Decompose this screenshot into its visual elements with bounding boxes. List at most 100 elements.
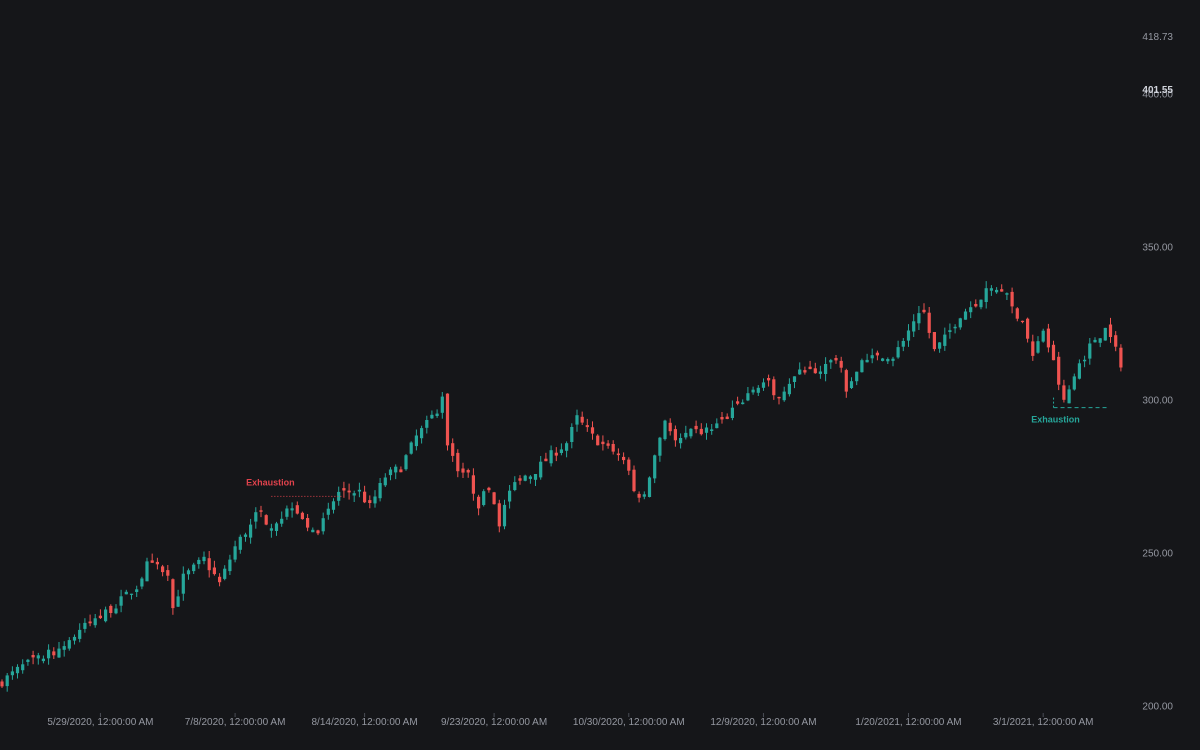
- x-axis[interactable]: 5/29/2020, 12:00:00 AM 7/8/2020, 12:00:00…: [47, 713, 1094, 728]
- candle[interactable]: [585, 418, 589, 432]
- candle[interactable]: [549, 445, 553, 467]
- candle[interactable]: [767, 374, 771, 387]
- candle[interactable]: [699, 423, 703, 436]
- candle[interactable]: [243, 532, 248, 542]
- candle[interactable]: [388, 467, 393, 481]
- candle[interactable]: [922, 303, 926, 314]
- candle[interactable]: [104, 606, 108, 623]
- candle[interactable]: [451, 438, 455, 462]
- candle[interactable]: [1088, 338, 1092, 365]
- candle[interactable]: [637, 491, 641, 503]
- candle[interactable]: [663, 419, 667, 441]
- candle[interactable]: [875, 350, 879, 361]
- candle[interactable]: [337, 486, 341, 506]
- candle[interactable]: [1036, 336, 1040, 354]
- candle[interactable]: [611, 440, 615, 455]
- candle[interactable]: [829, 358, 833, 369]
- candle[interactable]: [1005, 292, 1009, 300]
- candle[interactable]: [383, 473, 387, 487]
- candle[interactable]: [352, 490, 356, 502]
- candle[interactable]: [357, 482, 361, 498]
- candle[interactable]: [953, 324, 957, 334]
- candle[interactable]: [513, 476, 517, 492]
- candle[interactable]: [974, 299, 978, 308]
- candle[interactable]: [1067, 385, 1071, 404]
- candle[interactable]: [1098, 338, 1102, 348]
- candle[interactable]: [192, 562, 196, 574]
- candle[interactable]: [590, 421, 595, 440]
- candle[interactable]: [798, 362, 802, 375]
- candle[interactable]: [321, 512, 325, 535]
- candle[interactable]: [746, 387, 750, 402]
- candle[interactable]: [1041, 328, 1045, 343]
- candle[interactable]: [570, 423, 574, 449]
- candle[interactable]: [62, 641, 66, 657]
- candle[interactable]: [938, 342, 942, 353]
- candle[interactable]: [10, 666, 14, 680]
- candle[interactable]: [622, 452, 626, 465]
- candle[interactable]: [290, 502, 294, 518]
- candle[interactable]: [912, 314, 916, 337]
- candle[interactable]: [958, 317, 962, 330]
- candle[interactable]: [1062, 379, 1066, 403]
- candle[interactable]: [1083, 355, 1087, 368]
- candle[interactable]: [886, 357, 890, 364]
- candle[interactable]: [565, 441, 569, 458]
- candle[interactable]: [420, 425, 424, 444]
- candle[interactable]: [368, 495, 372, 509]
- candle[interactable]: [430, 410, 434, 420]
- candle[interactable]: [414, 429, 418, 451]
- candle[interactable]: [891, 356, 895, 367]
- candle[interactable]: [166, 565, 170, 581]
- candle[interactable]: [1093, 337, 1097, 343]
- candle[interactable]: [1108, 317, 1113, 343]
- candle[interactable]: [487, 486, 491, 493]
- candle[interactable]: [114, 604, 118, 615]
- candle[interactable]: [627, 457, 631, 476]
- candle[interactable]: [1072, 373, 1076, 391]
- candle[interactable]: [523, 474, 527, 482]
- candle[interactable]: [995, 287, 999, 294]
- candle[interactable]: [1103, 327, 1107, 341]
- candle[interactable]: [477, 494, 481, 516]
- candle[interactable]: [1051, 340, 1056, 361]
- candle[interactable]: [140, 576, 144, 590]
- candle[interactable]: [72, 634, 77, 645]
- candle[interactable]: [575, 409, 579, 432]
- candle[interactable]: [1020, 320, 1025, 324]
- candle[interactable]: [761, 378, 766, 391]
- candle[interactable]: [456, 449, 460, 478]
- candle[interactable]: [5, 673, 9, 692]
- candle[interactable]: [186, 568, 191, 580]
- candle[interactable]: [839, 356, 843, 373]
- candle[interactable]: [906, 324, 911, 347]
- candle[interactable]: [596, 434, 600, 446]
- candle[interactable]: [21, 659, 25, 674]
- candle[interactable]: [47, 644, 51, 665]
- candle[interactable]: [647, 476, 652, 498]
- candle[interactable]: [363, 485, 367, 504]
- candle[interactable]: [119, 589, 123, 613]
- candle[interactable]: [326, 502, 330, 520]
- candle[interactable]: [1077, 359, 1081, 380]
- candle[interactable]: [979, 299, 983, 310]
- candle[interactable]: [57, 642, 61, 658]
- candle[interactable]: [497, 499, 501, 533]
- candle[interactable]: [124, 589, 128, 595]
- candle[interactable]: [15, 664, 20, 679]
- candle[interactable]: [347, 483, 351, 500]
- candle[interactable]: [559, 443, 563, 456]
- candle[interactable]: [249, 518, 253, 544]
- candle[interactable]: [311, 527, 315, 533]
- candle[interactable]: [445, 393, 450, 451]
- candle[interactable]: [67, 637, 71, 651]
- candle[interactable]: [710, 424, 714, 435]
- candle[interactable]: [632, 465, 636, 493]
- candle[interactable]: [109, 604, 113, 618]
- candle[interactable]: [689, 428, 693, 439]
- candle[interactable]: [155, 557, 159, 570]
- candle[interactable]: [528, 475, 532, 484]
- candle[interactable]: [78, 623, 82, 643]
- candle[interactable]: [466, 468, 470, 478]
- candle[interactable]: [606, 440, 610, 449]
